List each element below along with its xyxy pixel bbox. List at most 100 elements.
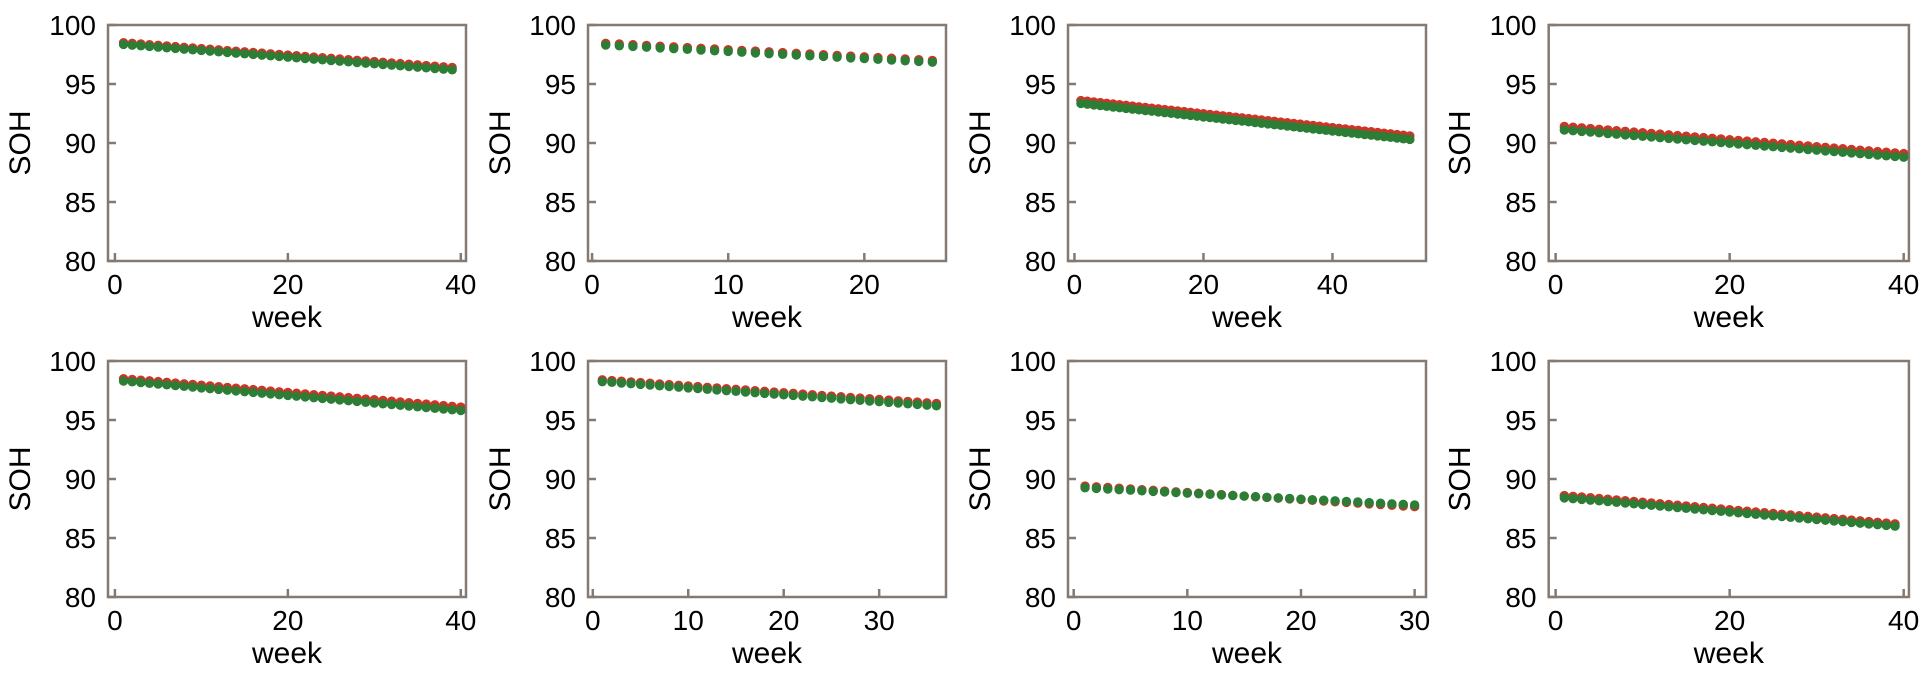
data-point-green	[1103, 484, 1113, 494]
data-point-green	[1364, 497, 1374, 508]
data-point-green	[616, 378, 627, 388]
x-tick-label: 10	[1172, 605, 1203, 636]
data-point-green	[1864, 519, 1874, 529]
data-point-green	[1742, 139, 1752, 150]
data-point-green	[309, 54, 319, 64]
y-tick-label: 100	[529, 10, 576, 41]
data-point-green	[1855, 518, 1865, 528]
x-axis-label: week	[1211, 301, 1283, 334]
data-point-green	[1724, 507, 1735, 517]
subplot-4-canvas: 80 85 90 95 100 0 20 40 SOH week	[1444, 10, 1919, 334]
data-point-green	[1125, 485, 1136, 495]
data-point-green	[1620, 130, 1630, 140]
y-tick-label: 90	[65, 128, 96, 159]
subplot-6: 80 85 90 95 100 0 10 20 30 SOH week	[480, 336, 960, 673]
data-point-green	[779, 390, 789, 400]
y-axis-label: SOH	[1444, 447, 1477, 512]
data-point-green	[1620, 498, 1630, 508]
y-tick-label: 80	[1025, 246, 1056, 277]
data-point-green	[769, 389, 779, 399]
data-point-green	[300, 392, 310, 402]
data-point-green	[859, 53, 870, 64]
data-point-green	[309, 393, 319, 403]
data-point-green	[884, 397, 894, 408]
y-axis-label: SOH	[484, 110, 517, 175]
data-point-green	[669, 43, 679, 54]
data-point-green	[1820, 515, 1831, 525]
data-point-green	[1829, 516, 1839, 526]
data-point-green	[1655, 132, 1665, 143]
data-point-green	[1768, 142, 1778, 152]
data-point-green	[335, 395, 345, 405]
data-point-green	[1698, 505, 1709, 515]
data-point-green	[213, 384, 224, 395]
data-point-green	[170, 43, 181, 54]
data-point-green	[1296, 494, 1306, 504]
data-point-green	[343, 57, 354, 67]
data-point-green	[1353, 497, 1363, 507]
y-tick-label: 95	[1505, 69, 1536, 100]
data-point-green	[222, 385, 233, 395]
y-tick-label: 90	[1025, 464, 1056, 495]
y-tick-label: 100	[529, 346, 576, 377]
data-point-green	[1846, 148, 1857, 158]
data-point-green	[326, 394, 336, 404]
data-point-green	[412, 62, 423, 72]
subplot-3: 80 85 90 95 100 0 20 40 SOH week	[960, 0, 1440, 336]
data-point-green	[1205, 489, 1215, 500]
data-point-green	[1768, 511, 1778, 521]
data-point-green	[1733, 508, 1744, 518]
data-point-green	[817, 392, 827, 403]
data-point-green	[846, 53, 856, 63]
data-point-green	[231, 48, 241, 58]
y-axis-label: SOH	[4, 446, 37, 511]
data-point-green	[1284, 493, 1295, 504]
data-point-green	[421, 402, 431, 413]
y-tick-label: 80	[65, 246, 96, 277]
data-point-green	[1114, 484, 1124, 495]
data-point-green	[1148, 486, 1158, 497]
data-point-green	[764, 48, 774, 59]
data-point-green	[1193, 489, 1204, 499]
data-point-green	[170, 380, 181, 391]
subplot-7-canvas: 80 85 90 95 100 0 10 20 30 SOH week	[964, 346, 1430, 670]
data-point-green	[886, 55, 897, 65]
data-point-green	[1664, 133, 1674, 144]
data-point-green	[1838, 517, 1848, 527]
x-tick-label: 0	[1548, 269, 1564, 300]
y-axis-label: SOH	[964, 110, 997, 175]
data-point-green	[836, 394, 846, 404]
data-point-green	[682, 44, 693, 55]
x-tick-label: 40	[1317, 269, 1348, 300]
data-point-green	[1375, 498, 1386, 508]
data-point-green	[369, 59, 380, 69]
y-tick-label: 100	[1009, 10, 1056, 41]
y-tick-label: 95	[65, 69, 96, 100]
data-point-green	[1881, 520, 1892, 531]
data-point-green	[456, 405, 466, 416]
data-point-green	[777, 49, 788, 60]
data-point-green	[1171, 487, 1181, 498]
y-tick-label: 80	[545, 582, 576, 613]
data-point-green	[826, 393, 837, 403]
y-tick-label: 85	[65, 523, 96, 554]
x-tick-label: 0	[1066, 605, 1082, 636]
data-point-green	[1137, 486, 1147, 496]
data-point-green	[1228, 490, 1238, 501]
data-point-green	[597, 376, 608, 387]
data-point-green	[386, 399, 397, 410]
subplot-4: 80 85 90 95 100 0 20 40 SOH week	[1440, 0, 1923, 336]
x-axis-label: week	[731, 301, 803, 334]
x-tick-label: 0	[584, 269, 600, 300]
data-point-green	[196, 45, 207, 56]
data-point-green	[1838, 147, 1848, 157]
data-point-green	[645, 380, 655, 390]
data-point-green	[222, 47, 233, 58]
data-point-green	[1585, 127, 1596, 137]
subplot-8: 80 85 90 95 100 0 20 40 SOH week	[1440, 336, 1923, 673]
data-point-green	[265, 51, 276, 61]
data-point-green	[1698, 136, 1709, 146]
subplot-5: 80 85 90 95 100 0 20 40 SOH week	[0, 336, 480, 673]
data-point-green	[1811, 145, 1822, 155]
